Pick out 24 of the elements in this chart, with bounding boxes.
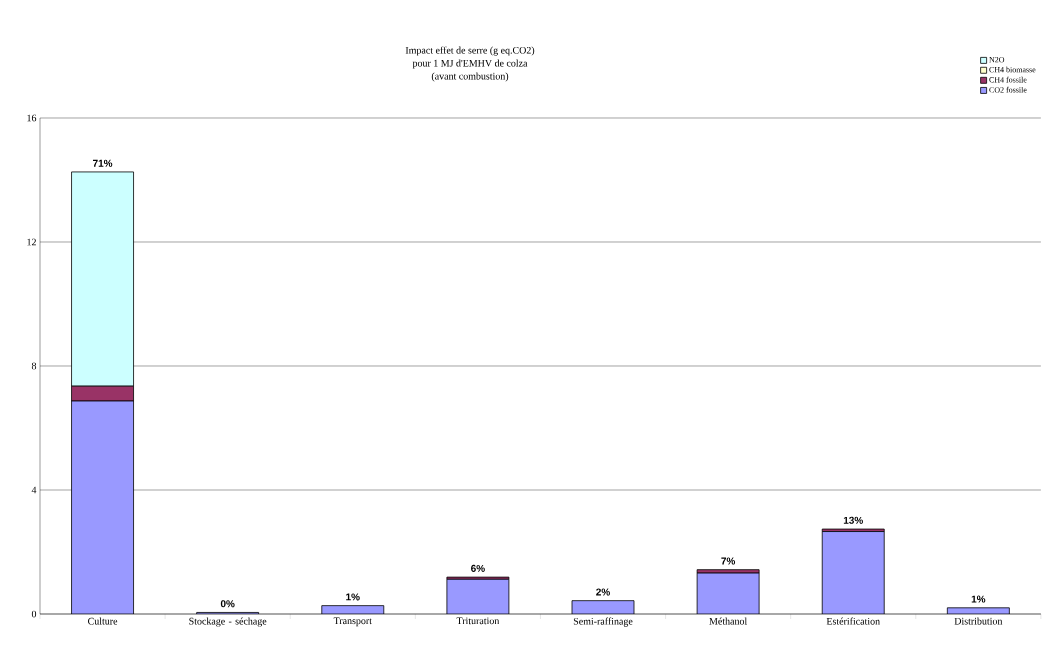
y-tick-label: 4 [31, 486, 37, 494]
x-tick-label: Estérification [826, 617, 880, 625]
annotation: 7% [721, 557, 736, 565]
x-tick-label: Transport [333, 617, 372, 627]
annotation: 0% [220, 600, 235, 608]
x-tick-label: Méthanol [709, 617, 748, 625]
chart-subtitle: pour 1 MJ d'EMHV de colza [412, 59, 528, 69]
x-tick-label: Distribution [954, 617, 1003, 625]
x-tick-label: Trituration [456, 617, 500, 625]
y-tick-label: 16 [27, 114, 37, 122]
annotation: 2% [596, 588, 610, 596]
text: (avant combustion) [431, 72, 509, 82]
chart-title: Impact effet de serre (g eq.CO2) [405, 46, 535, 56]
annotation: 6% [471, 564, 485, 572]
x-tick-label: Semi-raffinage [573, 617, 633, 627]
x-tick-label: Culture [88, 617, 118, 625]
y-tick-label: 8 [31, 362, 37, 370]
y-tick-label: 0 [31, 610, 37, 618]
annotation: 71% [93, 159, 113, 167]
x-tick-label: Stockage - séchage [189, 617, 267, 627]
y-tick-label: 12 [27, 238, 36, 246]
annotation: 13% [843, 516, 863, 524]
annotation: 1% [346, 593, 360, 601]
annotation: 1% [971, 595, 986, 603]
